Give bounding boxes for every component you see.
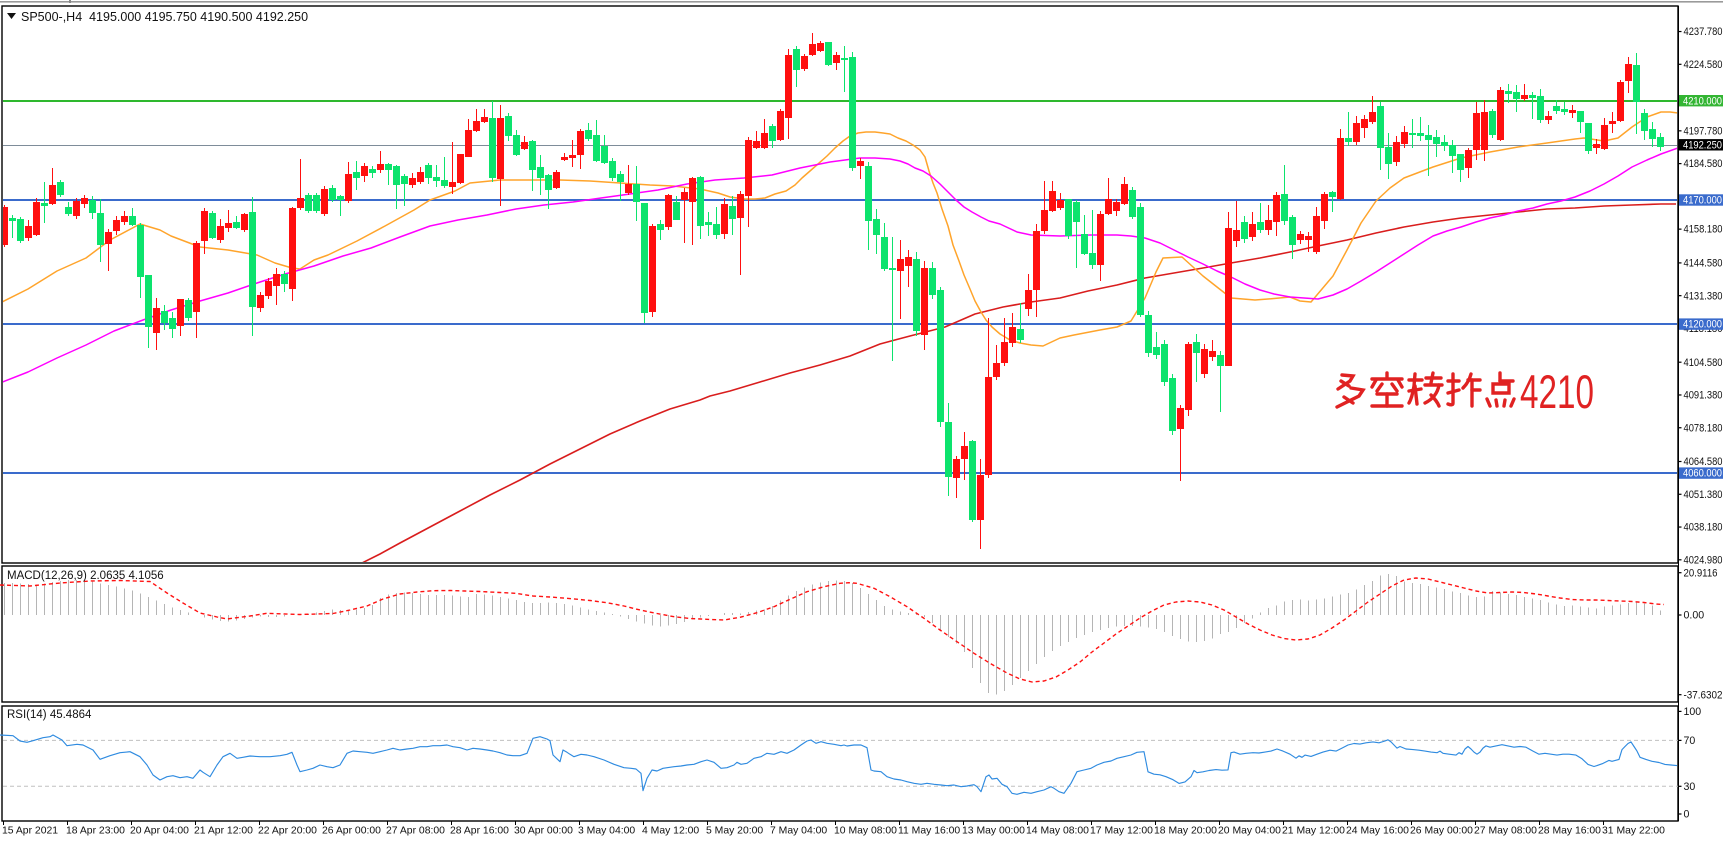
svg-text:4210.000: 4210.000 [1683, 95, 1722, 107]
svg-text:13 May 00:00: 13 May 00:00 [962, 826, 1025, 837]
svg-text:4024.980: 4024.980 [1684, 554, 1723, 566]
svg-text:28 May 16:00: 28 May 16:00 [1538, 826, 1601, 837]
svg-text:14 May 08:00: 14 May 08:00 [1026, 826, 1089, 837]
svg-text:MACD(12,26,9) 2.0635 4.1056: MACD(12,26,9) 2.0635 4.1056 [7, 570, 164, 582]
svg-text:4158.180: 4158.180 [1684, 224, 1723, 236]
svg-text:21 Apr 12:00: 21 Apr 12:00 [194, 826, 253, 837]
svg-text:-37.6302: -37.6302 [1684, 689, 1723, 701]
svg-text:4051.380: 4051.380 [1684, 489, 1723, 501]
svg-text:4038.180: 4038.180 [1684, 522, 1723, 534]
svg-text:4078.180: 4078.180 [1684, 422, 1723, 434]
svg-text:4224.580: 4224.580 [1684, 59, 1723, 71]
svg-text:0: 0 [1684, 809, 1690, 821]
svg-text:0.00: 0.00 [1684, 610, 1705, 622]
svg-text:15 Apr 2021: 15 Apr 2021 [2, 826, 58, 837]
svg-text:3 May 04:00: 3 May 04:00 [578, 826, 635, 837]
svg-text:4120.000: 4120.000 [1683, 319, 1722, 331]
svg-text:100: 100 [1684, 706, 1702, 718]
svg-text:5 May 20:00: 5 May 20:00 [706, 826, 763, 837]
svg-text:27 May 08:00: 27 May 08:00 [1474, 826, 1537, 837]
svg-text:4192.250: 4192.250 [1683, 139, 1722, 151]
svg-text:10 May 08:00: 10 May 08:00 [834, 826, 897, 837]
svg-text:4170.000: 4170.000 [1683, 195, 1722, 207]
svg-text:4060.000: 4060.000 [1683, 468, 1722, 480]
svg-text:4184.580: 4184.580 [1684, 158, 1723, 170]
svg-text:22 Apr 20:00: 22 Apr 20:00 [258, 826, 317, 837]
svg-text:30 Apr 00:00: 30 Apr 00:00 [514, 826, 573, 837]
svg-text:4 May 12:00: 4 May 12:00 [642, 826, 699, 837]
svg-text:4104.580: 4104.580 [1684, 357, 1723, 369]
svg-text:20.9116: 20.9116 [1684, 567, 1718, 579]
svg-text:20 May 04:00: 20 May 04:00 [1218, 826, 1281, 837]
svg-text:4197.780: 4197.780 [1684, 125, 1723, 137]
svg-text:4210: 4210 [1520, 365, 1594, 418]
svg-text:SP500-,H4 4195.000 4195.750 4: SP500-,H4 4195.000 4195.750 4190.500 419… [21, 10, 308, 24]
svg-text:4064.580: 4064.580 [1684, 456, 1723, 468]
svg-text:4131.380: 4131.380 [1684, 290, 1723, 302]
svg-text:30: 30 [1684, 781, 1696, 793]
svg-text:24 May 16:00: 24 May 16:00 [1346, 826, 1409, 837]
svg-text:4237.780: 4237.780 [1684, 26, 1723, 38]
svg-text:RSI(14) 45.4864: RSI(14) 45.4864 [7, 709, 92, 721]
svg-text:28 Apr 16:00: 28 Apr 16:00 [450, 826, 509, 837]
svg-text:18 May 20:00: 18 May 20:00 [1154, 826, 1217, 837]
svg-text:17 May 12:00: 17 May 12:00 [1090, 826, 1153, 837]
svg-text:20 Apr 04:00: 20 Apr 04:00 [130, 826, 189, 837]
svg-text:31 May 22:00: 31 May 22:00 [1602, 826, 1665, 837]
svg-text:4144.580: 4144.580 [1684, 258, 1723, 270]
svg-text:27 Apr 08:00: 27 Apr 08:00 [386, 826, 445, 837]
svg-text:21 May 12:00: 21 May 12:00 [1282, 826, 1345, 837]
svg-text:70: 70 [1684, 735, 1696, 747]
svg-text:18 Apr 23:00: 18 Apr 23:00 [66, 826, 125, 837]
svg-text:7 May 04:00: 7 May 04:00 [770, 826, 827, 837]
svg-text:26 Apr 00:00: 26 Apr 00:00 [322, 826, 381, 837]
svg-text:11 May 16:00: 11 May 16:00 [898, 826, 960, 837]
svg-text:26 May 00:00: 26 May 00:00 [1410, 826, 1473, 837]
svg-text:4091.380: 4091.380 [1684, 390, 1723, 402]
